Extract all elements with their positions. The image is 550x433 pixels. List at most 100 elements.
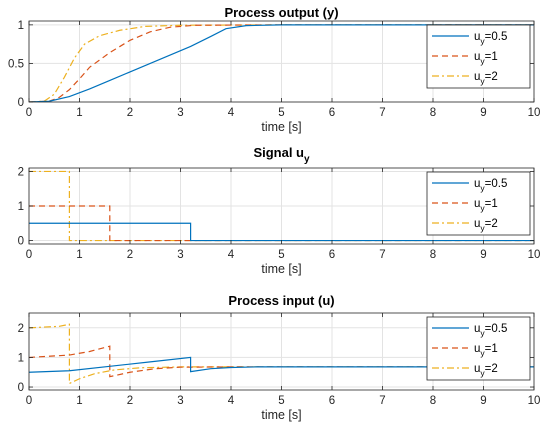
x-tick-label: 2 [127,249,133,261]
x-tick-label: 0 [26,395,32,407]
y-tick-label: 2 [18,323,24,335]
series-line-2 [29,205,534,242]
legend-entry-2: uy=1 [474,198,498,213]
x-tick-label: 1 [76,249,82,261]
legend-entry-3: uy=2 [474,71,498,86]
x-axis-label: time [s] [261,408,301,422]
y-tick-label: 1 [18,20,24,32]
legend-entry-base: u [474,343,480,355]
x-tick-label: 4 [228,249,235,261]
x-tick-label: 8 [430,249,436,261]
legend-entry-base: u [474,218,480,230]
x-tick-label: 5 [278,395,284,407]
x-tick-label: 0 [26,249,32,261]
series-line-3 [29,323,534,385]
chart-panel-1: 0 1 2 3 4 5 6 7 8 9 10 0 0.5 1 time [s] Process output … [8,5,540,134]
legend: uy=0.5uy=1uy=2 [426,24,531,89]
legend-entry-3: uy=2 [474,363,498,378]
legend-entry-subscript: y [480,36,485,46]
chart-title: Process output (y) [224,5,338,20]
x-tick-label: 8 [430,395,436,407]
series-line-3 [29,24,534,102]
x-tick-label: 10 [528,249,541,261]
legend-entry-2: uy=1 [474,343,498,358]
series-line-1 [29,222,534,242]
y-tick-label: 1 [18,352,24,364]
legend-entry-1: uy=0.5 [474,323,507,338]
x-tick-label: 9 [480,395,486,407]
y-tick-label: 0 [18,382,24,394]
y-tick-label: 0 [18,236,24,248]
legend-entry-value: =2 [485,71,498,83]
legend-entry-base: u [474,198,480,210]
legend-entry-base: u [474,363,480,375]
chart-title-main: Signal u [253,145,304,160]
legend-entry-subscript: y [480,56,485,66]
series-line-1 [29,24,534,102]
legend-entry-subscript: y [480,223,485,233]
x-tick-label: 6 [329,107,335,119]
legend-entry-subscript: y [480,368,485,378]
x-tick-label: 9 [480,107,486,119]
legend-entry-value: =1 [485,51,498,63]
legend-entry-base: u [474,71,480,83]
x-tick-label: 8 [430,107,436,119]
x-tick-label: 2 [127,395,133,407]
chart-title-subscript: y [304,154,310,165]
x-tick-label: 6 [329,249,335,261]
legend-entry-1: uy=0.5 [474,31,507,46]
x-tick-label: 7 [379,395,385,407]
legend-entry-value: =0.5 [485,178,508,190]
x-tick-label: 10 [528,395,541,407]
legend-entry-base: u [474,31,480,43]
x-tick-label: 5 [278,249,284,261]
chart-title: Process input (u) [228,293,334,308]
x-axis-label: time [s] [261,262,301,276]
x-tick-label: 3 [177,107,183,119]
legend-entry-subscript: y [480,328,485,338]
y-tick-label: 0 [18,97,24,109]
legend-entry-value: =1 [485,343,498,355]
legend-entry-base: u [474,178,480,190]
series-line-2 [29,345,534,378]
x-tick-label: 4 [228,395,235,407]
x-tick-label: 7 [379,249,385,261]
x-tick-label: 2 [127,107,133,119]
chart-title-main: Process output (y) [224,5,338,20]
x-tick-label: 10 [528,107,541,119]
legend-entry-base: u [474,51,480,63]
legend-entry-value: =0.5 [485,31,508,43]
legend-entry-subscript: y [480,203,485,213]
x-axis-label: time [s] [261,120,301,134]
x-tick-label: 9 [480,249,486,261]
legend-entry-value: =1 [485,198,498,210]
legend-entry-2: uy=1 [474,51,498,66]
chart-title-main: Process input (u) [228,293,334,308]
legend: uy=0.5uy=1uy=2 [426,171,531,236]
legend-entry-1: uy=0.5 [474,178,507,193]
x-tick-label: 1 [76,107,82,119]
legend: uy=0.5uy=1uy=2 [426,316,531,381]
x-tick-label: 3 [177,249,183,261]
x-tick-label: 1 [76,395,82,407]
legend-entry-3: uy=2 [474,218,498,233]
y-tick-label: 2 [18,166,24,178]
series-line-2 [29,24,534,102]
x-tick-label: 4 [228,107,235,119]
x-tick-label: 3 [177,395,183,407]
x-tick-label: 5 [278,107,284,119]
chart-panel-3: 0 1 2 3 4 5 6 7 8 9 10 0 1 2 time [s] Process input (u)… [18,293,541,422]
x-tick-label: 0 [26,107,32,119]
legend-entry-value: =2 [485,363,498,375]
legend-entry-value: =0.5 [485,323,508,335]
y-tick-label: 0.5 [8,58,24,70]
legend-entry-subscript: y [480,183,485,193]
x-tick-label: 7 [379,107,385,119]
legend-entry-base: u [474,323,480,335]
series-line-1 [29,356,534,373]
legend-entry-subscript: y [480,348,485,358]
chart-title: Signal uy [253,145,310,165]
legend-entry-value: =2 [485,218,498,230]
